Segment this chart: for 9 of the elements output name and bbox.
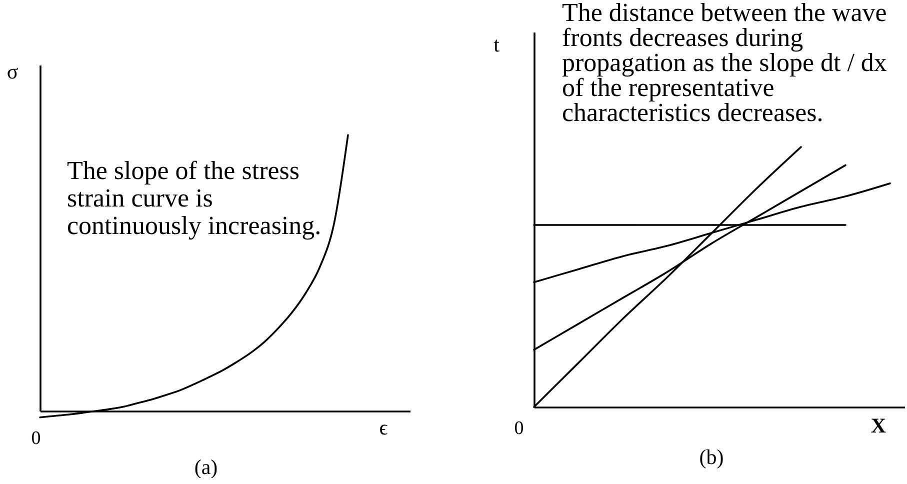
y-axis-title: t — [494, 32, 500, 56]
annotation: The slope of the stress strain curve is continuously increasing. — [67, 156, 322, 240]
x-axis-title: ϵ — [379, 416, 388, 440]
y-axis-title: σ — [6, 60, 18, 84]
text: The distance between the wave fronts decreases during propagation as the slope dt / dx of the representative characteristics decreases. — [562, 0, 887, 127]
text: 0 — [31, 428, 41, 449]
x-axis-title: X — [870, 414, 886, 438]
text: (b) — [699, 445, 724, 469]
text: 0 — [514, 418, 524, 439]
